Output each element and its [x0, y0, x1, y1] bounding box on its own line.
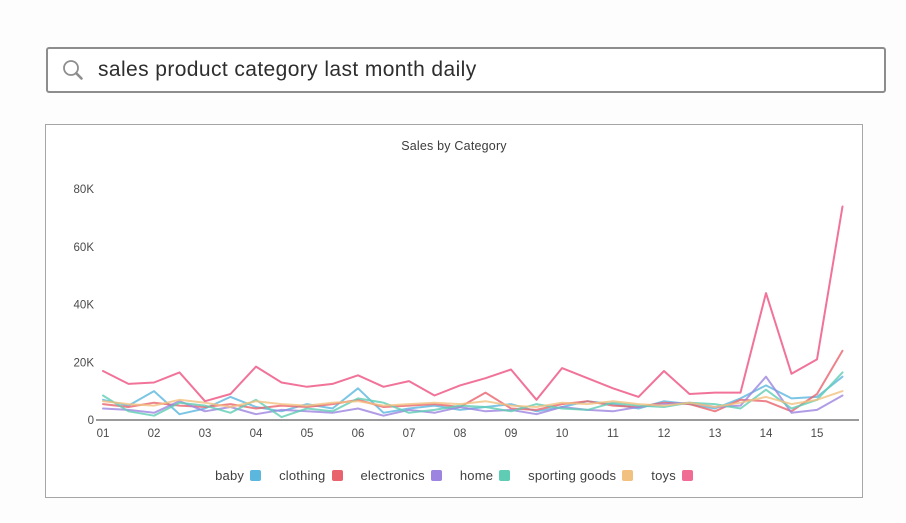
- legend-item-home[interactable]: home: [459, 468, 511, 483]
- y-tick-label: 40K: [74, 300, 95, 312]
- y-tick-label: 0: [88, 415, 94, 427]
- search-icon: [60, 57, 86, 83]
- x-tick-label: 02: [148, 428, 161, 440]
- legend-item-baby[interactable]: baby: [215, 468, 262, 483]
- toys-swatch: [681, 470, 693, 481]
- electronics-swatch: [430, 470, 442, 481]
- x-tick-label: 07: [403, 428, 416, 440]
- x-tick-label: 11: [607, 428, 619, 440]
- search-input[interactable]: [98, 58, 872, 82]
- series-line-home: [102, 371, 844, 419]
- search-bar: [46, 47, 886, 93]
- x-tick-label: 15: [811, 428, 824, 440]
- legend-item-sporting-goods[interactable]: sporting goods: [528, 468, 634, 483]
- series-line-toys: [102, 205, 844, 403]
- clothing-swatch: [331, 470, 343, 481]
- legend-label: home: [459, 468, 494, 483]
- sales-chart-svg[interactable]: 0 20K 40K 60K 80K 01 02 03 04 05 06 07 08 09 10 11 12 13 1…: [46, 125, 864, 499]
- legend-label: sporting goods: [528, 468, 617, 483]
- legend-item-clothing[interactable]: clothing: [279, 468, 343, 483]
- x-tick-label: 10: [556, 428, 569, 440]
- x-tick-label: 08: [454, 428, 467, 440]
- series-line-clothing: [102, 349, 844, 413]
- chart-title: Sales by Category: [401, 139, 507, 153]
- legend-label: baby: [215, 468, 245, 483]
- series-line-sporting-goods: [102, 390, 844, 408]
- x-tick-label: 13: [709, 428, 722, 440]
- x-tick-label: 04: [250, 428, 263, 440]
- baby-swatch: [250, 470, 262, 481]
- home-swatch: [499, 470, 511, 481]
- x-tick-label: 05: [301, 428, 314, 440]
- chart-legend: baby clothing electronics home sporting good…: [46, 468, 862, 483]
- legend-label: electronics: [360, 468, 425, 483]
- x-tick-label: 14: [760, 428, 773, 440]
- sporting-goods-swatch: [622, 470, 634, 481]
- legend-label: toys: [651, 468, 676, 483]
- legend-item-toys[interactable]: toys: [651, 468, 693, 483]
- x-tick-label: 09: [505, 428, 518, 440]
- x-tick-label: 01: [97, 428, 110, 440]
- y-tick-label: 80K: [74, 184, 95, 196]
- x-tick-label: 12: [658, 428, 671, 440]
- chart-panel: Sales by Category 0 20K 40K 60K 80K 01 02 03 04 0…: [45, 124, 863, 498]
- x-tick-label: 06: [352, 428, 365, 440]
- y-tick-label: 60K: [74, 242, 95, 254]
- x-tick-label: 03: [199, 428, 212, 440]
- legend-label: clothing: [279, 468, 326, 483]
- y-tick-label: 20K: [74, 357, 95, 369]
- legend-item-electronics[interactable]: electronics: [361, 468, 442, 483]
